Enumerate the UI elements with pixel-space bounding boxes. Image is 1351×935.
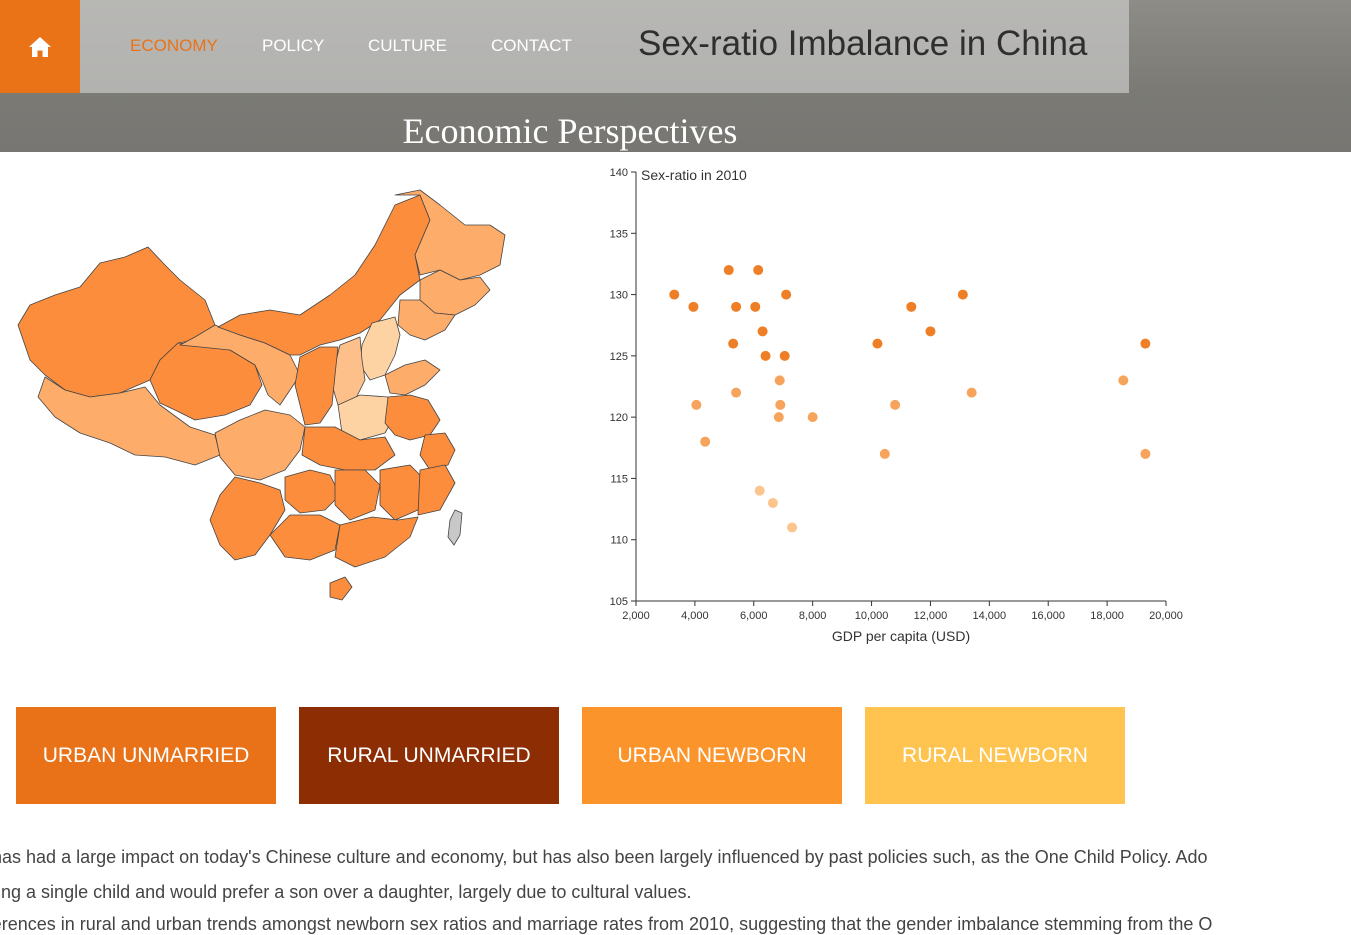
scatter-point[interactable]	[775, 399, 786, 410]
y-tick-label: 110	[610, 535, 628, 547]
y-tick-label: 130	[610, 290, 628, 302]
map-region[interactable]	[209, 476, 286, 561]
map-region[interactable]	[417, 464, 456, 516]
scatter-point[interactable]	[753, 265, 764, 276]
scatter-point[interactable]	[925, 326, 936, 337]
scatter-point[interactable]	[688, 301, 699, 312]
scatter-point[interactable]	[760, 350, 771, 361]
china-choropleth-map	[17, 189, 506, 601]
nav-policy[interactable]: POLICY	[262, 36, 325, 55]
scatter-point[interactable]	[669, 289, 680, 300]
scatter-point[interactable]	[723, 265, 734, 276]
x-tick-label: 2,000	[622, 610, 650, 622]
taiwan-region	[447, 509, 463, 546]
body-paragraph-line: having a single child and would prefer a…	[0, 882, 692, 902]
x-tick-label: 4,000	[681, 610, 709, 622]
scatter-point[interactable]	[779, 350, 790, 361]
scatter-point[interactable]	[731, 387, 742, 398]
home-icon	[29, 36, 51, 57]
y-tick-label: 135	[610, 228, 628, 240]
scatter-point[interactable]	[966, 387, 977, 398]
map-region[interactable]	[394, 189, 506, 281]
y-tick-label: 120	[610, 412, 628, 424]
scatter-point[interactable]	[774, 375, 785, 386]
map-region[interactable]	[384, 359, 441, 396]
home-button[interactable]	[0, 0, 80, 93]
nav-culture[interactable]: CULTURE	[368, 36, 448, 55]
rural-unmarried-button[interactable]: RURAL UNMARRIED	[299, 707, 559, 804]
scatter-point[interactable]	[787, 522, 798, 533]
body-paragraph-line: ce has had a large impact on today's Chi…	[0, 847, 1208, 867]
x-tick-label: 16,000	[1031, 610, 1065, 622]
scatter-point[interactable]	[781, 289, 792, 300]
x-tick-label: 6,000	[740, 610, 768, 622]
scatter-point[interactable]	[872, 338, 883, 349]
scatter-point[interactable]	[890, 399, 901, 410]
x-tick-label: 14,000	[973, 610, 1007, 622]
scatter-point[interactable]	[757, 326, 768, 337]
map-region[interactable]	[294, 346, 339, 426]
scatter-point[interactable]	[807, 412, 818, 423]
map-region[interactable]	[329, 576, 353, 601]
y-tick-label: 105	[610, 596, 628, 608]
scatter-point[interactable]	[1118, 375, 1129, 386]
scatter-chart: 105 110 115 120 125 130 135 140 2,000 4,000 6,000 8…	[610, 167, 1183, 644]
scatter-point[interactable]	[750, 301, 761, 312]
map-region[interactable]	[301, 426, 396, 471]
navbar: ECONOMY POLICY CULTURE CONTACT Sex-ratio…	[0, 0, 1129, 93]
map-region[interactable]	[214, 409, 306, 481]
x-axis-label: GDP per capita (USD)	[832, 628, 970, 644]
y-tick-label: 140	[610, 167, 628, 179]
scatter-point[interactable]	[767, 497, 778, 508]
map-region[interactable]	[384, 394, 441, 441]
scatter-point[interactable]	[700, 436, 711, 447]
urban-unmarried-button[interactable]: URBAN UNMARRIED	[16, 707, 276, 804]
y-tick-label: 125	[610, 351, 628, 363]
scatter-point[interactable]	[879, 448, 890, 459]
x-tick-label: 10,000	[855, 610, 889, 622]
scatter-point[interactable]	[1140, 338, 1151, 349]
body-paragraph-line: differences in rural and urban trends am…	[0, 914, 1213, 934]
site-title: Sex-ratio Imbalance in China	[638, 24, 1088, 63]
scatter-point[interactable]	[754, 485, 765, 496]
map-region[interactable]	[149, 342, 263, 421]
y-tick-label: 115	[610, 473, 628, 485]
urban-newborn-button[interactable]: URBAN NEWBORN	[582, 707, 842, 804]
x-tick-label: 18,000	[1090, 610, 1124, 622]
rural-newborn-button[interactable]: RURAL NEWBORN	[865, 707, 1125, 804]
map-region[interactable]	[334, 469, 381, 521]
scatter-point[interactable]	[691, 399, 702, 410]
scatter-point[interactable]	[1140, 448, 1151, 459]
map-region[interactable]	[419, 432, 456, 471]
chart-title: Sex-ratio in 2010	[641, 167, 747, 183]
scatter-point[interactable]	[906, 301, 917, 312]
nav-economy[interactable]: ECONOMY	[130, 36, 218, 55]
section-title: Economic Perspectives	[402, 111, 738, 151]
map-region[interactable]	[269, 514, 341, 561]
scatter-point[interactable]	[773, 412, 784, 423]
map-region[interactable]	[334, 516, 419, 568]
x-tick-label: 12,000	[914, 610, 948, 622]
x-tick-label: 20,000	[1149, 610, 1183, 622]
scatter-point[interactable]	[731, 301, 742, 312]
x-tick-label: 8,000	[799, 610, 827, 622]
scatter-point[interactable]	[728, 338, 739, 349]
scatter-point[interactable]	[957, 289, 968, 300]
nav-contact[interactable]: CONTACT	[491, 36, 572, 55]
map-region[interactable]	[284, 469, 341, 514]
map-region[interactable]	[397, 299, 456, 341]
